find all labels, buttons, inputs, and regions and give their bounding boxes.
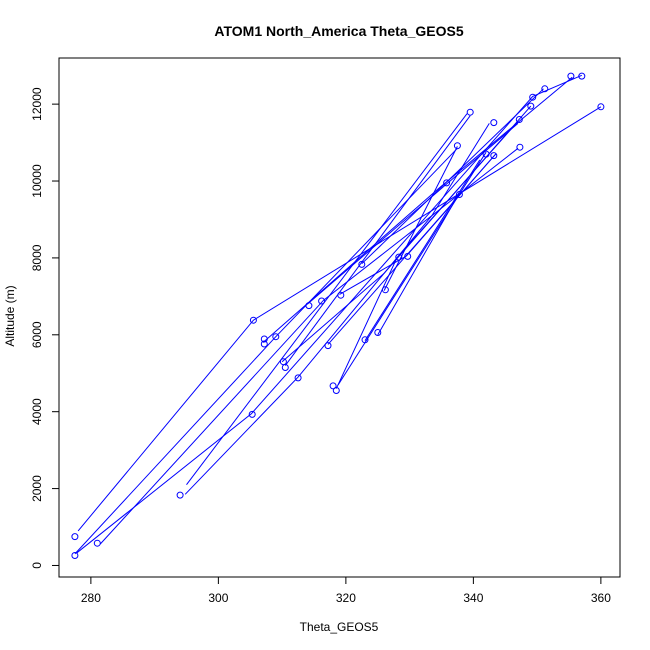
series-points xyxy=(71,72,605,559)
data-point xyxy=(260,340,268,348)
data-point xyxy=(490,152,498,160)
x-tick-label: 340 xyxy=(463,591,483,605)
data-point xyxy=(337,291,345,299)
profile-line xyxy=(281,105,532,363)
data-point xyxy=(93,539,101,547)
data-point xyxy=(455,191,463,198)
profile-line xyxy=(364,159,481,341)
x-tick-label: 280 xyxy=(81,591,101,605)
data-point xyxy=(358,260,366,268)
data-point xyxy=(294,374,302,382)
data-point xyxy=(490,119,498,127)
data-point xyxy=(329,382,337,390)
profile-line xyxy=(74,147,458,555)
profile-line xyxy=(335,121,519,389)
data-point xyxy=(529,93,537,101)
series-lines xyxy=(74,74,602,555)
y-tick-label: 0 xyxy=(30,562,44,569)
y-tick-label: 10000 xyxy=(30,164,44,198)
data-point xyxy=(324,342,332,350)
data-point xyxy=(541,85,549,93)
profile-line xyxy=(383,146,458,291)
y-tick-label: 2000 xyxy=(30,475,44,502)
data-point xyxy=(515,116,523,123)
y-tick-label: 4000 xyxy=(30,398,44,425)
data-point xyxy=(578,72,586,80)
data-point xyxy=(279,358,287,366)
data-point xyxy=(374,329,382,336)
profile-line xyxy=(76,74,582,554)
data-point xyxy=(443,179,451,187)
data-point xyxy=(361,336,369,344)
x-tick-label: 360 xyxy=(591,591,611,605)
profile-line xyxy=(307,123,519,305)
profile-line xyxy=(262,76,573,343)
data-point xyxy=(272,333,280,341)
x-axis: 280 300 320 340 360 xyxy=(81,576,611,605)
profile-line xyxy=(337,151,487,386)
y-tick-label: 8000 xyxy=(30,244,44,271)
plot-frame xyxy=(58,57,621,578)
data-point xyxy=(597,103,605,111)
profile-line xyxy=(184,123,490,495)
data-point xyxy=(527,102,535,110)
data-point xyxy=(453,142,461,150)
profile-line xyxy=(361,88,544,265)
data-point xyxy=(482,150,490,158)
profile-line xyxy=(77,106,602,532)
profile-line xyxy=(284,115,471,366)
profile-line xyxy=(100,147,519,545)
data-point xyxy=(404,252,412,260)
profile-line xyxy=(377,196,458,336)
profile-line xyxy=(186,113,468,486)
data-point xyxy=(71,533,79,541)
data-point xyxy=(318,297,326,305)
chart-title: ATOM1 North_America Theta_GEOS5 xyxy=(214,23,463,39)
data-point xyxy=(381,286,389,294)
data-point xyxy=(305,302,313,310)
data-point xyxy=(332,387,340,394)
x-tick-label: 320 xyxy=(336,591,356,605)
y-tick-label: 12000 xyxy=(30,87,44,121)
data-point xyxy=(466,108,474,116)
y-axis: 0 2000 4000 6000 8000 10000 12000 xyxy=(30,87,60,569)
data-point xyxy=(260,335,268,343)
data-point xyxy=(71,552,79,559)
y-axis-label: Altitude (m) xyxy=(3,285,17,346)
y-tick-label: 6000 xyxy=(30,321,44,348)
data-point xyxy=(567,72,575,80)
data-point xyxy=(395,253,403,261)
profile-line xyxy=(339,153,497,295)
data-point xyxy=(248,410,256,418)
x-axis-label: Theta_GEOS5 xyxy=(300,620,379,634)
x-tick-label: 300 xyxy=(208,591,228,605)
data-point xyxy=(249,316,257,324)
data-point xyxy=(516,143,524,151)
data-point xyxy=(176,491,184,499)
